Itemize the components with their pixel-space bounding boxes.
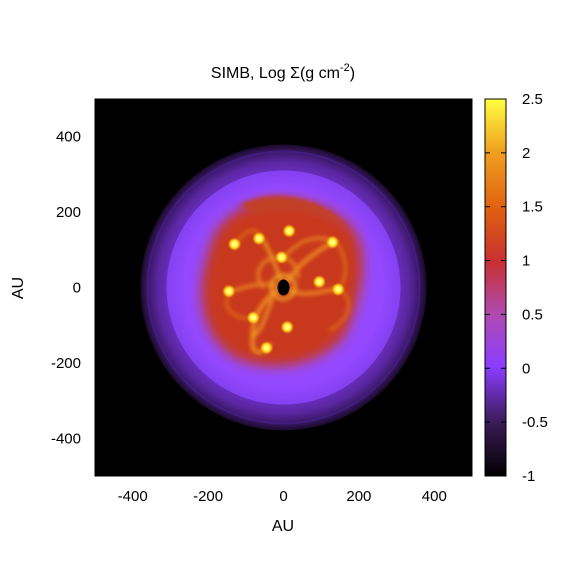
colorbar-tick-label: 0.5 <box>522 306 543 323</box>
x-axis-label: AU <box>272 518 294 535</box>
x-tick-label: -200 <box>193 488 223 505</box>
x-tick-label: 400 <box>422 488 447 505</box>
y-tick-label: 200 <box>56 204 81 221</box>
clump-core-7 <box>250 314 257 321</box>
y-axis-label: AU <box>10 277 27 299</box>
x-tick-label: 0 <box>279 488 287 505</box>
chart-title: SIMB, Log Σ(g cm-2) <box>211 62 355 82</box>
y-axis: -400 -200 0 200 400 <box>51 129 472 447</box>
x-tick-label: -400 <box>118 488 148 505</box>
y-tick-label: 0 <box>73 280 81 297</box>
clump-core-6 <box>225 288 232 295</box>
clump-core-5 <box>316 278 323 285</box>
central-hole <box>277 279 290 296</box>
clump-core-8 <box>263 344 270 351</box>
x-tick-label: 200 <box>346 488 371 505</box>
clump-core-0 <box>231 241 238 248</box>
colorbar-axis: -1 -0.5 0 0.5 1 1.5 2 2.5 <box>485 91 548 485</box>
outer-envelope-ring <box>146 150 421 425</box>
colorbar-tick-label: 1.5 <box>522 199 543 216</box>
colorbar-tick-label: 2.5 <box>522 91 543 108</box>
clump-core-9 <box>284 324 291 331</box>
clump-core-2 <box>286 227 293 234</box>
clump-core-10 <box>278 254 285 261</box>
x-axis: -400 -200 0 200 400 <box>118 99 447 505</box>
y-tick-label: -200 <box>51 355 81 372</box>
y-tick-label: -400 <box>51 430 81 447</box>
y-tick-label: 400 <box>56 129 81 146</box>
colorbar-tick-label: -0.5 <box>522 414 548 431</box>
colorbar-tick-label: 2 <box>522 145 530 162</box>
heatmap-plot <box>95 99 472 476</box>
colorbar <box>484 98 507 477</box>
colorbar-tick-label: 0 <box>522 360 530 377</box>
clump-core-3 <box>329 239 336 246</box>
colorbar-tick-label: -1 <box>522 468 535 485</box>
colorbar-tick-label: 1 <box>522 253 530 270</box>
clump-group <box>221 223 346 355</box>
clump-core-1 <box>255 235 262 242</box>
clump-core-4 <box>335 286 342 293</box>
